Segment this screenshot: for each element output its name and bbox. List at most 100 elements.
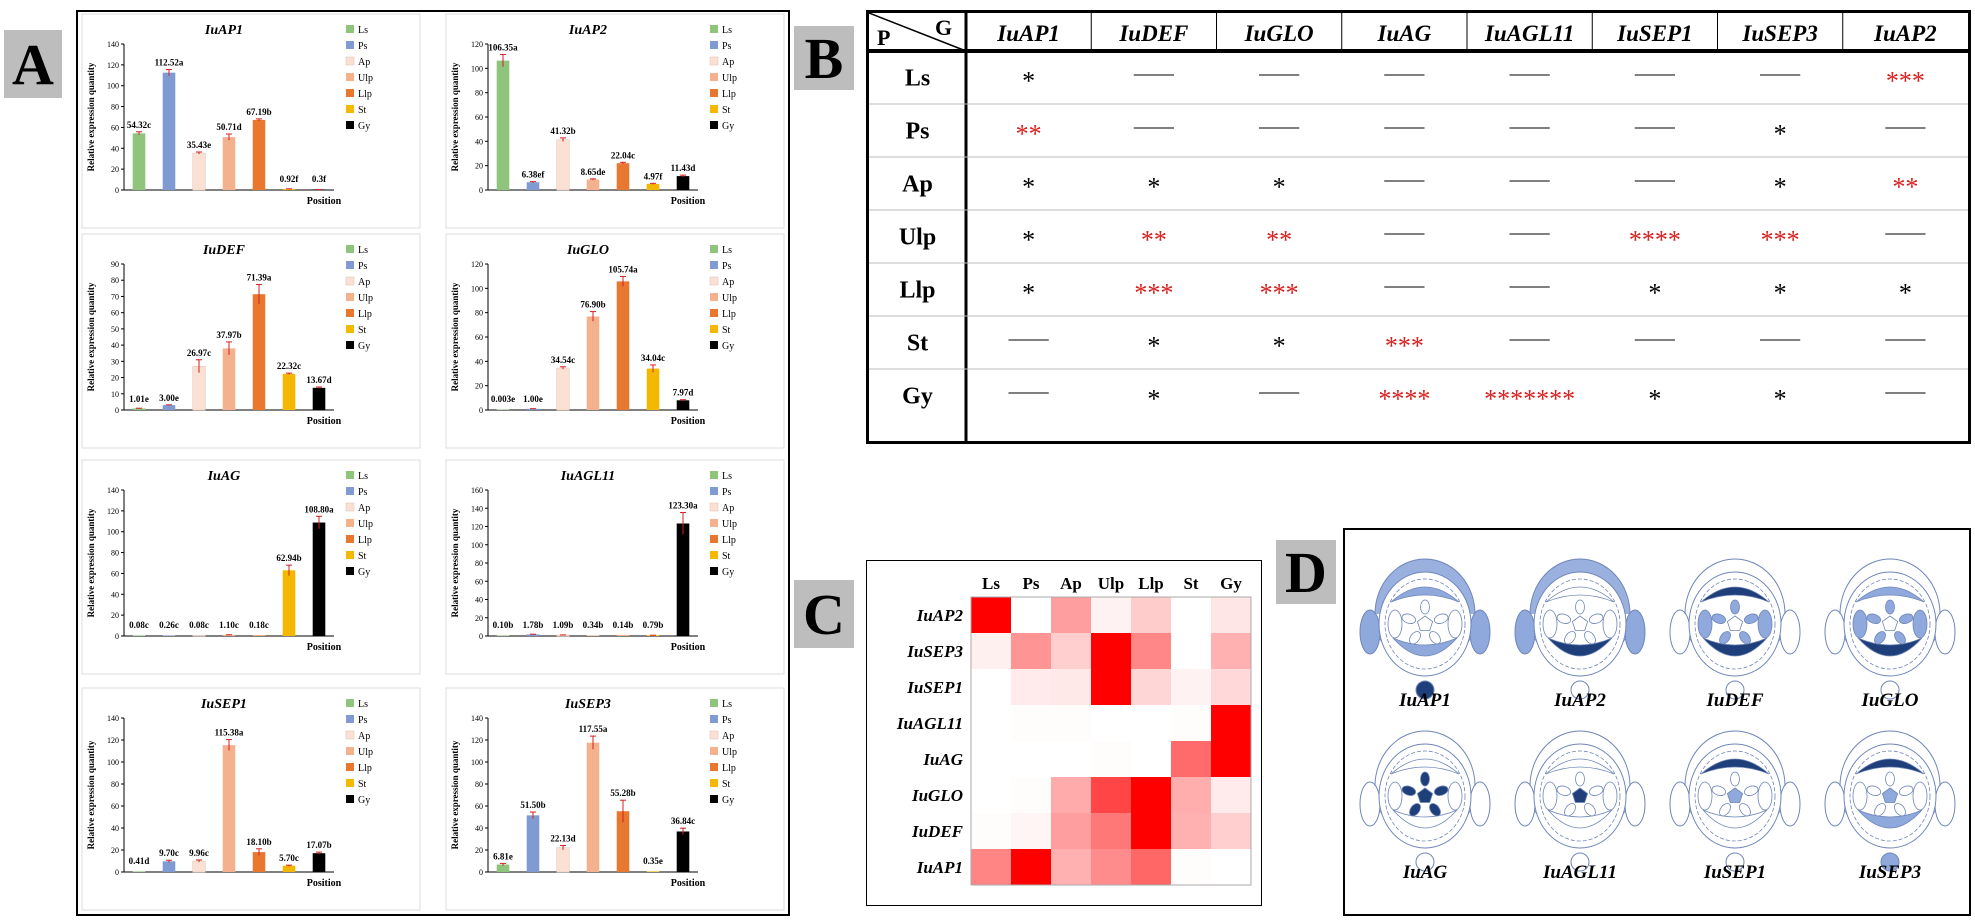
stamen [1866,613,1882,624]
bar-chart-IuSEP3: IuSEP3 Relative expression quantity 0 20 40 6… [445,687,785,911]
stamen [1584,631,1596,645]
diagram-label-IuAP1: IuAP1 [1398,690,1451,711]
y-tick-label: 40 [111,824,119,833]
heatmap-row-IuAGL11: IuAGL11 [896,714,963,733]
table-cell-mark: ******* [1484,385,1575,414]
legend-label-Llp: Llp [358,535,372,546]
y-tick-label: 20 [111,374,119,383]
lateral-sepal [1684,730,1786,787]
y-tick-label: 60 [111,309,119,318]
side-wing [1469,609,1491,655]
side-wing [1934,781,1956,827]
data-label: 5.70c [279,853,299,863]
table-cell-dash: —— [1008,381,1050,403]
data-label: 3.00e [159,393,179,403]
stamen [1874,803,1886,817]
table-cell-dash: —— [1634,169,1676,191]
y-tick-label: 40 [475,137,483,146]
stamen [1584,803,1596,817]
y-axis-label: Relative expression quantity [450,508,460,617]
y-tick-label: 0 [115,186,119,195]
legend-label-St: St [722,779,731,790]
diagram-label-IuAG: IuAG [1402,862,1448,883]
table-cell-dash: —— [1509,275,1551,297]
chart-title: IuAP2 [568,23,607,38]
heatmap-cell [1171,813,1211,849]
y-axis-label: Relative expression quantity [86,740,96,849]
heatmap-cell [971,669,1011,705]
table-col-IuAP2: IuAP2 [1873,21,1937,46]
y-tick-label: 0 [479,868,483,877]
table-row-Llp: Llp [899,278,935,304]
data-label: 7.97d [673,388,694,398]
legend-swatch-St [346,325,354,333]
y-tick-label: 0 [115,406,119,415]
y-tick-label: 120 [107,736,119,745]
chart-frame [445,233,785,449]
legend-label-Ap: Ap [358,503,370,514]
y-tick-label: 10 [111,390,119,399]
legend-swatch-Llp [710,535,718,543]
heatmap-cell [1011,741,1051,777]
chart-title: IuAGL11 [560,469,615,484]
legend-swatch-Gy [710,795,718,803]
legend-label-Ulp: Ulp [722,73,737,84]
table-cell-mark: *** [1886,67,1925,96]
table-col-IuAG: IuAG [1377,21,1432,46]
bar-Ls [496,635,510,636]
sepal-tip [1725,852,1745,872]
legend-swatch-Ulp [346,73,354,81]
stamen [1885,599,1895,615]
legend-label-Ls: Ls [722,699,732,710]
corner-p: P [877,25,890,50]
legend-label-Llp: Llp [722,763,736,774]
table-row-St: St [907,331,928,357]
bar-St [282,189,296,190]
legend-label-Llp: Llp [358,763,372,774]
sepal-tip [1570,680,1590,700]
data-label: 0.14b [613,620,634,630]
bar-Llp [616,281,630,410]
chart-title: IuSEP3 [564,697,611,712]
data-label: 76.90b [580,300,605,310]
legend-swatch-St [346,551,354,559]
sepal-tip [1415,852,1435,872]
y-tick-label: 140 [107,714,119,723]
y-tick-label: 0 [479,406,483,415]
data-label: 106.35a [488,43,518,53]
heatmap-cell [971,633,1011,669]
lateral-sepal [1374,730,1476,787]
dashed-ring [1694,750,1776,842]
y-tick-label: 20 [475,614,483,623]
legend-label-Ls: Ls [722,25,732,36]
table-cell-mark: * [1774,279,1787,308]
table-cell-dash: —— [1509,63,1551,85]
sepal-tip [1570,852,1590,872]
bar-St [282,373,296,410]
heatmap-cell [971,777,1011,813]
y-axis-label: Relative expression quantity [86,282,96,391]
table-cell-mark: * [1648,279,1661,308]
heatmap-cell [1131,705,1171,741]
y-tick-label: 100 [107,758,119,767]
diagram-label-IuAGL11: IuAGL11 [1542,862,1617,883]
side-wing [1514,609,1536,655]
bar-Llp [252,294,266,410]
bar-Ps [162,861,176,872]
table-cell-dash: —— [1759,328,1801,350]
table-cell-dash: —— [1884,381,1926,403]
y-tick-label: 100 [107,82,119,91]
table-cell-mark: *** [1260,279,1299,308]
stamen [1739,631,1751,645]
heatmap-row-IuAP2: IuAP2 [916,606,964,625]
bar-Ps [162,405,176,410]
table-cell-mark: * [1774,173,1787,202]
data-label: 13.67d [306,375,331,385]
appendage [1542,781,1558,811]
bar-charts-svg: IuAP1 Relative expression quantity 0 20 40 60… [81,13,785,911]
data-label: 0.79b [643,620,664,630]
data-label: 1.09b [553,620,574,630]
legend-label-Ls: Ls [722,471,732,482]
stamen [1409,803,1421,817]
chart-title: IuAG [207,469,241,484]
